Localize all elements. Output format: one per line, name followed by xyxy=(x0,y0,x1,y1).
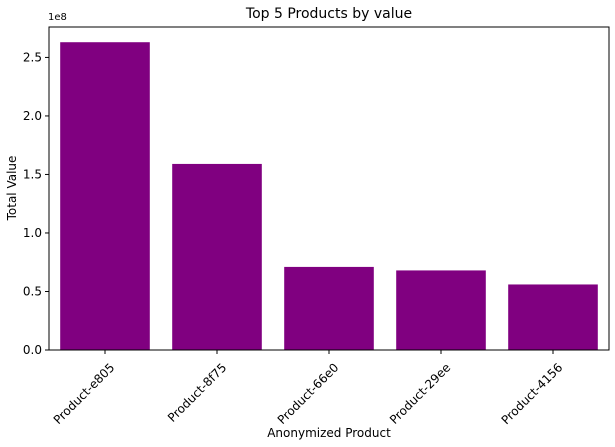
x-tick-label: Product-8f75 xyxy=(165,360,229,424)
x-tick-label: Product-e805 xyxy=(51,360,118,427)
bar-product-e805 xyxy=(60,42,150,350)
bar-product-4156 xyxy=(508,284,598,350)
x-tick-label: Product-4156 xyxy=(499,360,566,427)
y-ticks-group: 0.0 0.5 1.0 1.5 2.0 2.5 xyxy=(23,50,49,357)
bars-group xyxy=(60,42,598,350)
x-tick-label: Product-29ee xyxy=(387,360,453,426)
y-tick-label: 0.0 xyxy=(23,343,42,357)
plot-frame xyxy=(48,26,610,351)
x-tick-label: Product-66e0 xyxy=(275,360,342,427)
y-tick-label: 2.0 xyxy=(23,109,42,123)
y-axis-multiplier: 1e8 xyxy=(48,12,67,23)
bar-product-29ee xyxy=(396,270,486,350)
bar-product-8f75 xyxy=(172,163,262,350)
x-axis-label: Anonymized Product xyxy=(267,426,391,440)
x-ticks-group: Product-e805 Product-8f75 Product-66e0 Prod… xyxy=(51,350,566,427)
chart-title: Top 5 Products by value xyxy=(245,6,412,22)
y-axis-label: Total Value xyxy=(5,156,19,222)
y-tick-label: 1.0 xyxy=(23,226,42,240)
y-tick-label: 1.5 xyxy=(23,167,42,181)
bar-product-66e0 xyxy=(284,266,374,350)
y-tick-label: 2.5 xyxy=(23,50,42,64)
y-tick-label: 0.5 xyxy=(23,284,42,298)
